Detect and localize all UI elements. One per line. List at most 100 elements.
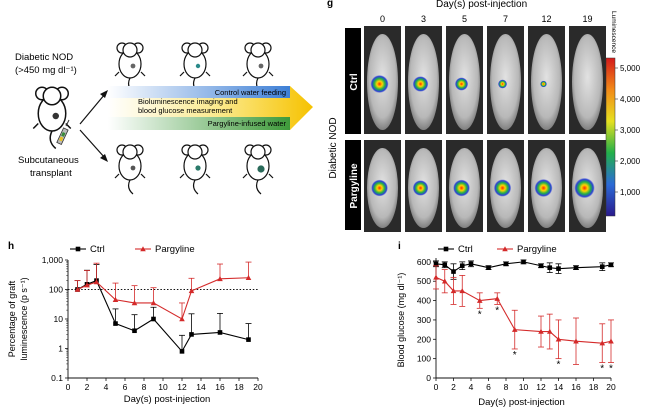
h-series-line-ctrl: [77, 279, 249, 353]
i-x-tick-label: 16: [571, 382, 581, 392]
h-x-tick-label: 10: [158, 382, 168, 392]
i-point-pargyline: [441, 278, 448, 284]
control-mouse-3-icon: [242, 42, 274, 93]
h-point-pargyline: [74, 286, 81, 292]
day-label: 12: [541, 14, 551, 24]
h-x-tick-label: 0: [66, 382, 71, 392]
i-point-ctrl: [573, 265, 579, 270]
h-x-tick-label: 8: [142, 382, 147, 392]
i-y-tick-label: 400: [417, 296, 431, 306]
h-point-ctrl: [179, 349, 185, 354]
i-legend-marker: [502, 246, 508, 252]
luminescence-spot: [412, 76, 429, 92]
i-significance-mark: *: [495, 305, 499, 316]
i-legend-label: Ctrl: [458, 244, 473, 255]
colorbar-tick-label: 1,000: [620, 188, 641, 197]
h-y-axis-label-2: luminescence (p s⁻¹): [19, 277, 29, 360]
i-x-tick-label: 6: [486, 382, 491, 392]
pargyline-mouse-3-icon: [242, 144, 274, 195]
i-point-ctrl: [538, 263, 544, 269]
h-y-tick-label: 1,000: [42, 255, 64, 265]
h-legend-marker: [140, 246, 146, 252]
i-point-ctrl: [556, 266, 561, 271]
i-x-tick-label: 14: [554, 382, 564, 392]
row-label-pargyline: Pargyline: [349, 163, 360, 208]
i-y-tick-label: 500: [417, 276, 431, 286]
h-y-tick-label: 1: [58, 344, 63, 354]
luminescence-spot: [493, 179, 512, 197]
pargyline-mouse-2-icon: [179, 144, 211, 195]
luminescence-spot: [574, 177, 595, 199]
h-point-ctrl: [246, 337, 251, 342]
day-label: 0: [380, 14, 385, 24]
panel-letter-g: g: [327, 0, 333, 9]
i-y-tick-label: 0: [426, 373, 431, 383]
h-x-tick-label: 12: [177, 382, 187, 392]
h-point-ctrl: [151, 316, 156, 322]
i-point-pargyline: [538, 328, 544, 334]
luminescence-spot: [370, 75, 389, 93]
day-label: 3: [421, 14, 426, 24]
h-point-ctrl: [113, 321, 118, 326]
h-y-axis-label-1: Percentage of graft: [7, 280, 17, 357]
i-point-pargyline: [573, 338, 579, 344]
syringe-icon: [56, 119, 70, 146]
i-x-tick-label: 2: [451, 382, 456, 392]
h-y-tick-label: 10: [54, 314, 64, 324]
i-significance-mark: *: [478, 309, 482, 320]
i-point-pargyline: [608, 338, 614, 344]
i-point-ctrl: [599, 264, 605, 270]
h-point-pargyline: [179, 316, 185, 322]
i-point-pargyline: [433, 274, 439, 280]
day-label: 5: [462, 14, 467, 24]
row-label-pargyline-box: [345, 140, 361, 230]
i-y-tick-label: 200: [417, 334, 431, 344]
h-x-tick-label: 16: [215, 382, 225, 392]
i-significance-mark: *: [557, 360, 561, 371]
i-point-ctrl: [459, 263, 465, 269]
i-point-ctrl: [608, 262, 614, 268]
h-point-pargyline: [131, 300, 138, 306]
h-series-line-pargyline: [77, 277, 249, 320]
i-point-pargyline: [511, 326, 518, 332]
schematic-mouse-label-1: Diabetic NOD: [15, 52, 73, 63]
imaging-panel: g Day(s) post-injection 0 3 5 7 12 19 Diabeti…: [327, 0, 641, 232]
luminescence-spot: [498, 79, 508, 89]
luminescence-spot: [453, 179, 470, 197]
i-x-tick-label: 10: [519, 382, 529, 392]
i-point-ctrl: [442, 262, 448, 268]
h-x-tick-label: 4: [104, 382, 109, 392]
h-x-tick-label: 6: [123, 382, 128, 392]
h-x-tick-label: 20: [253, 382, 263, 392]
i-significance-mark: *: [513, 350, 517, 361]
i-point-ctrl: [486, 265, 491, 270]
h-point-ctrl: [189, 332, 194, 337]
timeline-arrow: [108, 86, 313, 130]
pargyline-mouse-1-icon: [114, 144, 146, 195]
colorbar-tick-label: 2,000: [620, 157, 641, 166]
arrow-pargyline-label: Pargyline-infused water: [208, 119, 287, 128]
branch-arrow-bottom: [79, 129, 106, 159]
mouse-image-body: [572, 34, 603, 130]
i-y-tick-label: 100: [417, 354, 431, 364]
i-x-axis-label: Day(s) post-injection: [478, 397, 565, 408]
i-legend-label: Pargyline: [517, 244, 557, 255]
mouse-image-body: [531, 34, 562, 130]
i-point-pargyline: [546, 328, 553, 334]
colorbar-title: Luminescence: [610, 11, 617, 53]
h-point-ctrl: [217, 330, 223, 335]
h-point-pargyline: [245, 274, 252, 281]
imaging-side-label: Diabetic NOD: [328, 117, 339, 178]
control-mouse-2-icon: [179, 42, 211, 93]
i-x-tick-label: 8: [504, 382, 509, 392]
h-x-tick-label: 2: [85, 382, 90, 392]
h-y-tick-label: 100: [49, 285, 63, 295]
h-legend-label: Pargyline: [155, 244, 195, 255]
control-mouse-1-icon: [114, 42, 146, 93]
chart-i: i 0 100 200 300 400 500 600 0 2 4 6 8 10 12 14 16 18 20 Da…: [396, 241, 616, 408]
imaging-top-title: Day(s) post-injection: [436, 0, 527, 10]
colorbar-tick-label: 4,000: [620, 95, 641, 104]
i-point-pargyline: [476, 297, 483, 303]
i-significance-mark: *: [609, 364, 613, 375]
branch-arrow-top: [79, 93, 106, 125]
